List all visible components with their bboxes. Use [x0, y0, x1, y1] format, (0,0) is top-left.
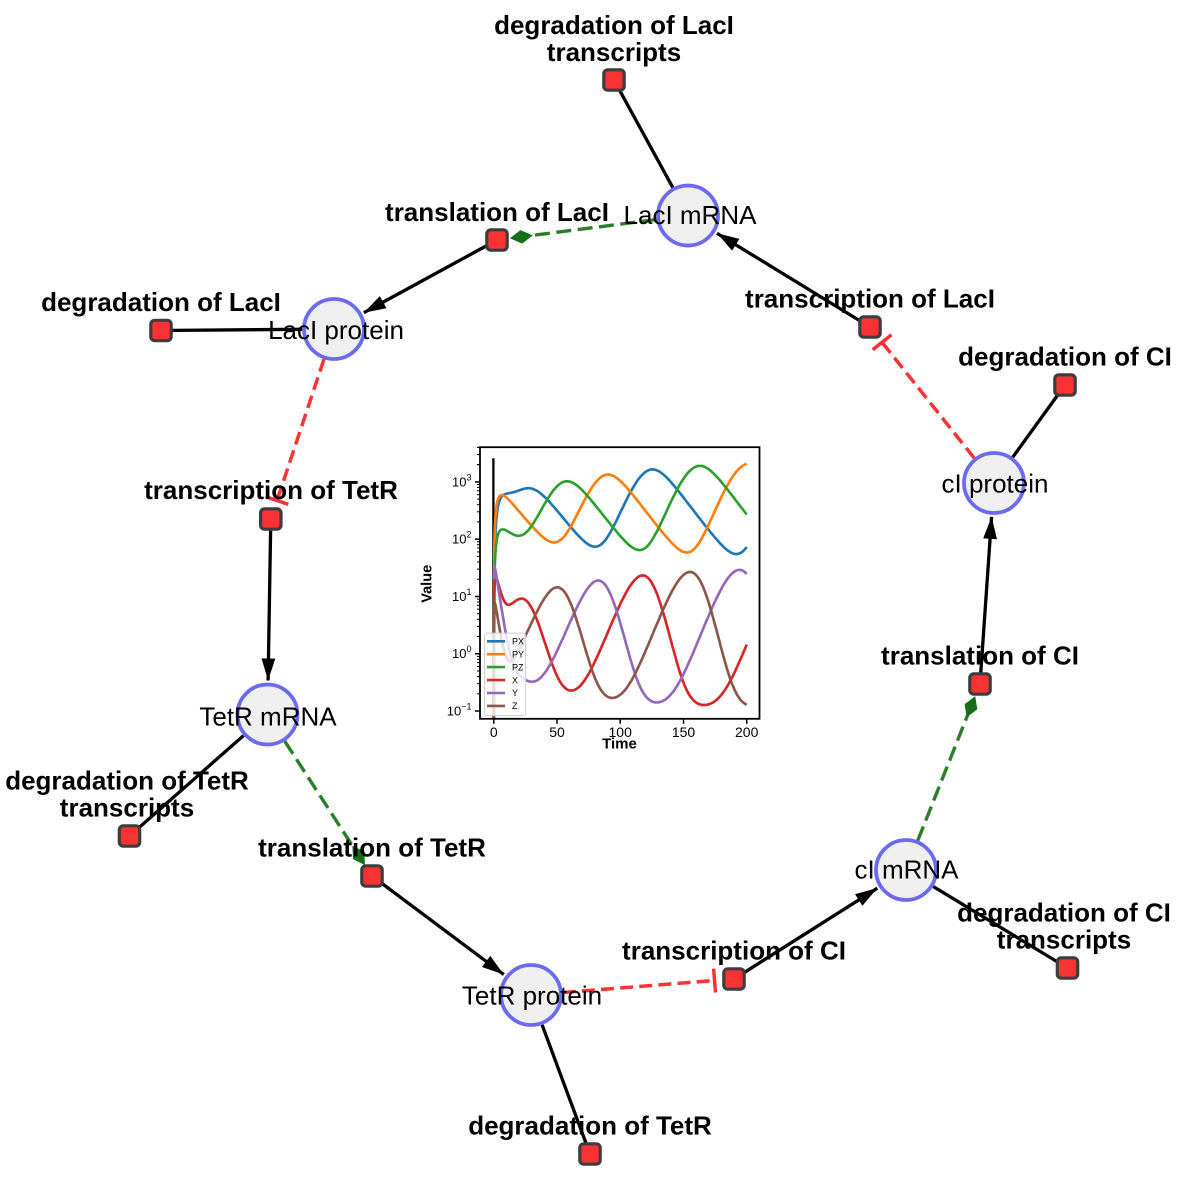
- svg-text:degradation of LacI: degradation of LacI: [494, 10, 734, 40]
- svg-text:degradation of TetR: degradation of TetR: [468, 1111, 712, 1141]
- svg-text:transcripts: transcripts: [547, 37, 681, 67]
- svg-text:PZ: PZ: [512, 662, 524, 672]
- svg-text:cI protein: cI protein: [942, 469, 1049, 499]
- svg-text:degradation of CI: degradation of CI: [958, 342, 1172, 372]
- svg-text:PY: PY: [512, 649, 524, 659]
- svg-text:degradation of CI: degradation of CI: [957, 898, 1171, 928]
- svg-text:0: 0: [490, 724, 498, 740]
- svg-text:PX: PX: [512, 637, 524, 647]
- svg-text:translation of LacI: translation of LacI: [385, 197, 609, 227]
- svg-text:200: 200: [735, 724, 759, 740]
- svg-text:TetR protein: TetR protein: [462, 981, 602, 1011]
- svg-text:transcription of LacI: transcription of LacI: [745, 284, 995, 314]
- svg-text:Z: Z: [512, 701, 518, 711]
- svg-text:transcripts: transcripts: [60, 793, 194, 823]
- svg-text:Y: Y: [512, 688, 518, 698]
- svg-text:transcription of TetR: transcription of TetR: [144, 475, 398, 505]
- svg-text:cI mRNA: cI mRNA: [855, 855, 960, 885]
- svg-text:LacI protein: LacI protein: [268, 315, 404, 345]
- svg-text:translation of CI: translation of CI: [881, 641, 1079, 671]
- svg-text:50: 50: [549, 724, 565, 740]
- svg-text:LacI mRNA: LacI mRNA: [624, 200, 758, 230]
- svg-text:150: 150: [672, 724, 696, 740]
- svg-text:TetR mRNA: TetR mRNA: [199, 702, 337, 732]
- svg-text:degradation of TetR: degradation of TetR: [5, 766, 249, 796]
- svg-text:degradation of LacI: degradation of LacI: [41, 287, 281, 317]
- svg-text:transcripts: transcripts: [997, 925, 1131, 955]
- svg-text:transcription of CI: transcription of CI: [622, 936, 846, 966]
- svg-text:100: 100: [609, 724, 633, 740]
- svg-text:translation of TetR: translation of TetR: [258, 833, 486, 863]
- svg-text:Time: Time: [602, 736, 637, 753]
- svg-text:Value: Value: [420, 565, 436, 603]
- svg-text:X: X: [512, 675, 518, 685]
